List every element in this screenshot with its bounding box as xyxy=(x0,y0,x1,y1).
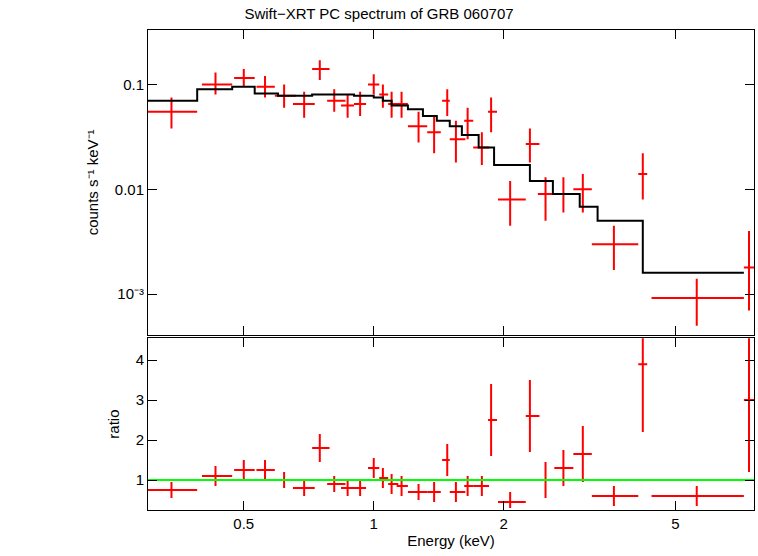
svg-text:0.1: 0.1 xyxy=(123,76,144,93)
svg-text:5: 5 xyxy=(671,515,679,532)
svg-text:counts s⁻¹ keV⁻¹: counts s⁻¹ keV⁻¹ xyxy=(84,129,101,235)
svg-text:1: 1 xyxy=(136,471,144,488)
svg-text:4: 4 xyxy=(136,351,144,368)
svg-text:ratio: ratio xyxy=(105,409,122,438)
svg-text:2: 2 xyxy=(136,431,144,448)
svg-text:0.5: 0.5 xyxy=(233,515,254,532)
svg-text:10⁻³: 10⁻³ xyxy=(117,285,144,302)
svg-text:1: 1 xyxy=(370,515,378,532)
svg-text:Swift−XRT PC spectrum of GRB 0: Swift−XRT PC spectrum of GRB 060707 xyxy=(244,5,513,22)
svg-text:Energy (keV): Energy (keV) xyxy=(407,532,495,549)
svg-text:0.01: 0.01 xyxy=(115,181,144,198)
svg-text:2: 2 xyxy=(500,515,508,532)
svg-text:3: 3 xyxy=(136,391,144,408)
